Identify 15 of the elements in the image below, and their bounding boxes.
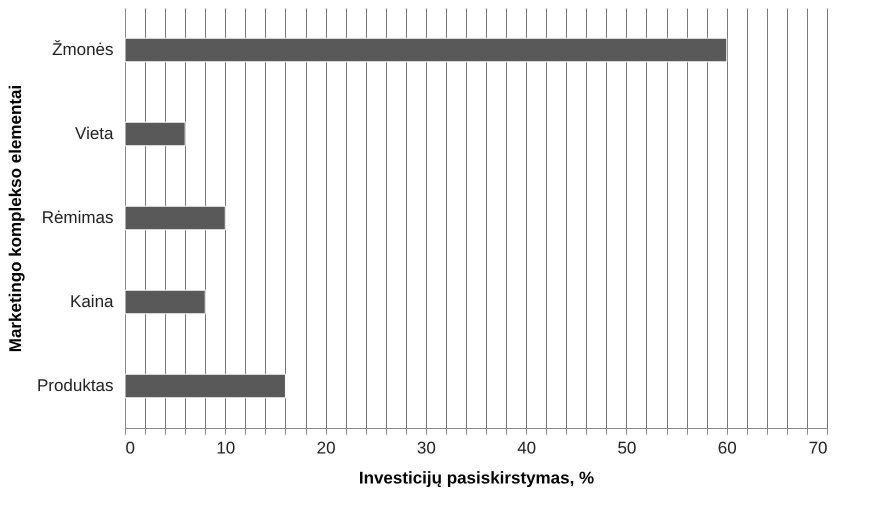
x-tick-label: 70 <box>808 438 828 458</box>
y-tick-label: Rėmimas <box>42 208 114 227</box>
y-axis-title: Marketingo komplekso elementai <box>6 84 25 352</box>
x-tick-label: 40 <box>517 438 536 458</box>
y-tick-label: Vieta <box>75 124 114 143</box>
y-tick-label: Žmonės <box>52 40 114 59</box>
y-tick-label: Kaina <box>70 292 114 311</box>
x-tick-label: 30 <box>416 438 436 458</box>
y-tick-label: Produktas <box>36 376 114 395</box>
x-tick-label: 0 <box>126 438 135 458</box>
x-tick-label: 60 <box>718 438 737 458</box>
x-tick-label: 50 <box>617 438 636 458</box>
x-axis-title: Investicijų pasiskirstymas, % <box>358 468 594 488</box>
x-tick-label: 10 <box>216 438 236 458</box>
x-tick-label: 20 <box>316 438 336 458</box>
